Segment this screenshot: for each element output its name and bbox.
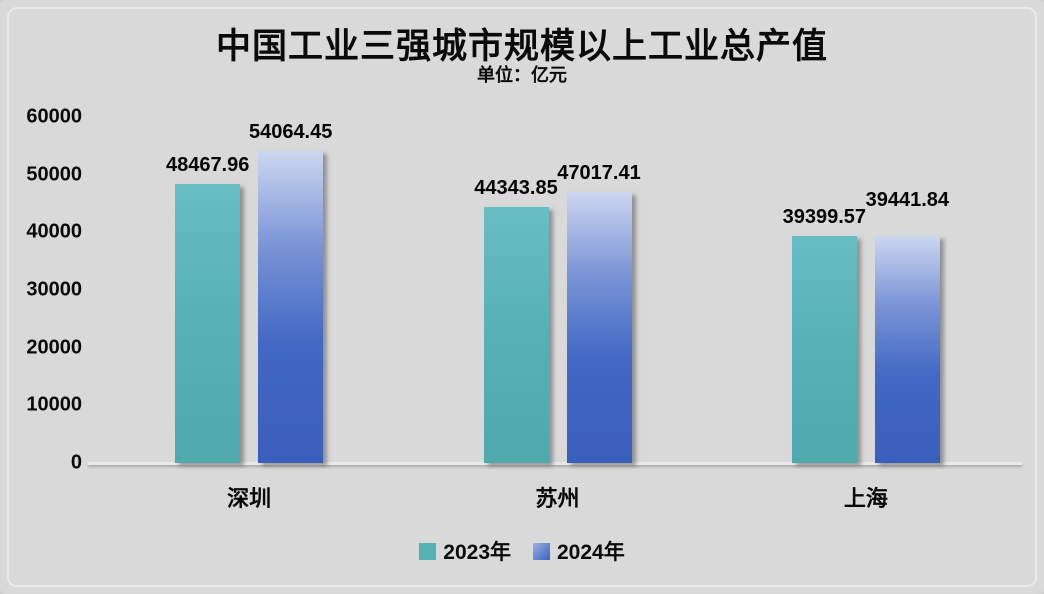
data-label-2024年-上海: 39441.84 — [865, 188, 950, 211]
bar-2024年-上海 — [874, 235, 940, 463]
y-axis-tick-label: 20000 — [26, 336, 82, 359]
chart-subtitle: 单位：亿元 — [477, 65, 567, 85]
y-axis-tick-label: 40000 — [26, 220, 82, 243]
legend-swatch-icon — [533, 542, 550, 560]
data-label-2023年-上海: 39399.57 — [782, 205, 867, 228]
data-label-2023年-苏州: 44343.85 — [474, 177, 558, 200]
x-axis-label-上海: 上海 — [843, 486, 888, 511]
legend: 2023年 2024年 — [0, 536, 1044, 566]
chart-title: 中国工业三强城市规模以上工业总产值 — [215, 27, 828, 66]
y-axis-tick-label: 60000 — [26, 105, 82, 128]
legend-entry-2024年: 2024年 — [533, 536, 625, 566]
y-axis-tick-label: 0 — [70, 451, 82, 474]
legend-label: 2023年 — [443, 541, 511, 564]
legend-label: 2024年 — [557, 541, 625, 564]
bar-2023年-上海 — [791, 235, 857, 463]
x-axis-label-深圳: 深圳 — [227, 486, 272, 511]
y-axis-tick-label: 50000 — [26, 163, 82, 186]
data-label-2024年-深圳: 54064.45 — [248, 121, 333, 144]
y-axis-tick-label: 10000 — [26, 393, 82, 416]
x-axis-label-苏州: 苏州 — [535, 486, 580, 511]
data-label-2023年-深圳: 48467.96 — [165, 153, 250, 176]
bar-2024年-深圳 — [258, 151, 324, 463]
legend-swatch-icon — [419, 542, 437, 560]
x-axis-baseline — [88, 462, 1022, 465]
bar-2023年-深圳 — [175, 183, 241, 463]
y-axis-tick-label: 30000 — [26, 278, 82, 301]
legend-entry-2023年: 2023年 — [419, 536, 511, 566]
bar-2024年-苏州 — [566, 191, 632, 463]
data-label-2024年-苏州: 47017.41 — [557, 161, 641, 184]
bar-2023年-苏州 — [483, 207, 549, 463]
